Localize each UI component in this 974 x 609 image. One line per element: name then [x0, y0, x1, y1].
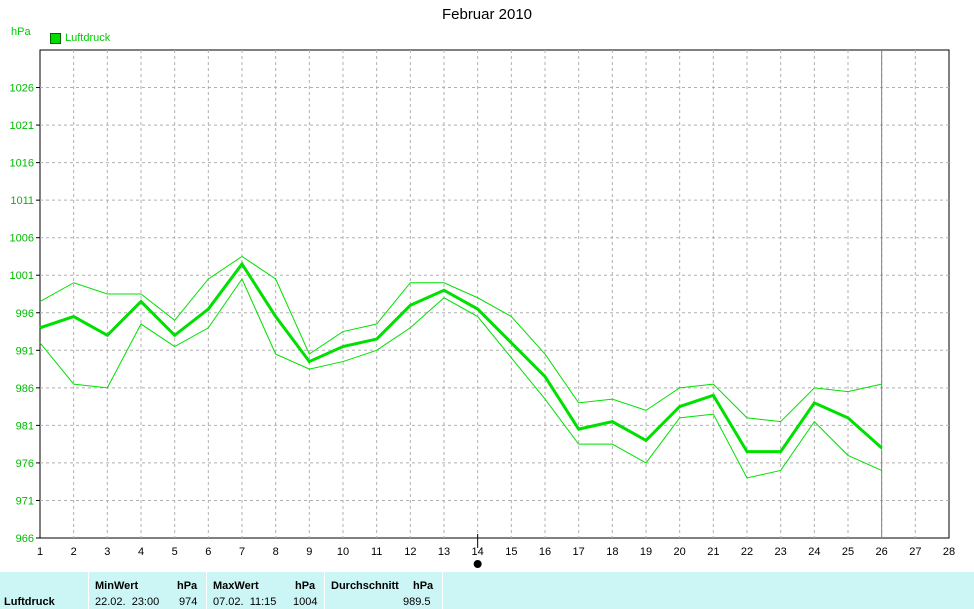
y-tick-label: 1011 [10, 195, 34, 207]
series-line-mean [39, 261, 883, 454]
y-axis-unit: hPa [11, 26, 31, 38]
max-time: 07.02. 11:15 [213, 596, 277, 608]
series-line-max [39, 255, 882, 423]
legend-swatch [50, 32, 61, 44]
avg-label: Durchschnitt [331, 580, 399, 592]
x-tick-label: 26 [876, 546, 888, 558]
x-tick-label: 5 [172, 546, 178, 558]
y-tick-label: 1021 [10, 120, 34, 132]
plot-frame [39, 49, 950, 539]
legend-label: Luftdruck [65, 32, 111, 44]
x-tick-label: 4 [138, 546, 144, 558]
max-unit: hPa [295, 580, 316, 592]
x-tick-label: 7 [239, 546, 245, 558]
y-tick-label: 981 [16, 420, 34, 432]
summary-bar: Luftdruck MinWert hPa 22.02. 23:00 974 M… [0, 572, 974, 609]
x-tick-label: 28 [943, 546, 955, 558]
min-label: MinWert [95, 580, 139, 592]
x-tick-label: 25 [842, 546, 854, 558]
y-tick-label: 1006 [10, 233, 34, 245]
x-tick-label: 10 [337, 546, 349, 558]
y-tick-label: 996 [16, 308, 34, 320]
y-tick-label: 1026 [10, 83, 34, 95]
y-tick-label: 976 [16, 458, 34, 470]
x-tick-label: 11 [371, 546, 382, 558]
summary-series-cell: Luftdruck [0, 572, 86, 609]
x-tick-label: 3 [104, 546, 110, 558]
legend: Luftdruck [50, 32, 110, 44]
y-tick-label: 966 [16, 533, 34, 545]
pressure-chart: 1 2 3 4 5 6 7 8 9 10 11 12 13 14 15 16 17 18 19 20 21 22 23 24 2… [10, 49, 955, 568]
max-label: MaxWert [213, 580, 259, 592]
x-tick-label: 19 [640, 546, 652, 558]
summary-empty-cell [442, 572, 974, 609]
y-tick-label: 1001 [10, 270, 34, 282]
avg-value: 989.5 [403, 596, 431, 608]
x-tick-label: 22 [741, 546, 753, 558]
min-time: 22.02. 23:00 [95, 596, 160, 608]
x-tick-label: 20 [674, 546, 686, 558]
x-tick-label: 24 [808, 546, 820, 558]
x-tick-label: 23 [775, 546, 787, 558]
x-tick-label: 2 [71, 546, 77, 558]
summary-min-cell: MinWert hPa 22.02. 23:00 974 [88, 572, 205, 609]
summary-avg-cell: Durchschnitt hPa 989.5 [324, 572, 441, 609]
x-tick-label: 27 [909, 546, 921, 558]
y-tick-label: 1016 [10, 158, 34, 170]
chart-title: Februar 2010 [441, 6, 533, 23]
series-line-min [39, 277, 882, 479]
x-tick-label: 15 [505, 546, 517, 558]
min-value: 974 [179, 596, 198, 608]
x-tick-label: 6 [205, 546, 211, 558]
x-tick-label: 9 [306, 546, 312, 558]
x-tick-label: 18 [606, 546, 618, 558]
x-tick-label: 17 [573, 546, 585, 558]
x-tick-label: 16 [539, 546, 551, 558]
x-tick-label: 13 [438, 546, 450, 558]
summary-max-cell: MaxWert hPa 07.02. 11:15 1004 [206, 572, 323, 609]
x-tick-label: 21 [707, 546, 719, 558]
x-tick-label: 14 [472, 546, 484, 558]
min-unit: hPa [177, 580, 198, 592]
y-tick-label: 971 [16, 495, 34, 507]
x-tick-label: 12 [404, 546, 416, 558]
avg-unit: hPa [413, 580, 434, 592]
y-tick-label: 986 [16, 383, 34, 395]
summary-series-name: Luftdruck [4, 596, 55, 608]
x-tick-label: 1 [37, 546, 43, 558]
max-value: 1004 [293, 596, 318, 608]
current-marker-dot [473, 560, 482, 568]
y-tick-label: 991 [16, 345, 34, 357]
x-tick-label: 8 [273, 546, 279, 558]
